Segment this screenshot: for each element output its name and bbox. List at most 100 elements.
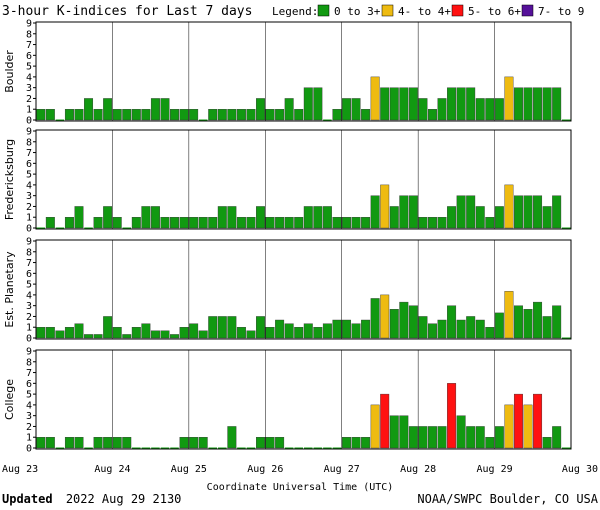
k-bar [447,206,457,229]
k-bar [160,98,170,121]
legend-label-3: 7- to 9 [538,5,584,18]
y-tick-label: 9 [26,347,32,358]
k-bar [131,217,141,229]
station-label: Est. Planetary [3,251,16,328]
k-bar [466,87,476,121]
k-bar [447,383,457,449]
k-bar [84,98,94,121]
k-bar [513,305,523,339]
k-bar [84,334,94,339]
k-bar [64,217,74,229]
k-bar [504,291,514,339]
y-tick-label: 0 [26,334,32,345]
k-bar [456,195,466,229]
k-bar [303,87,313,121]
k-bar [198,217,208,229]
k-bar [485,217,495,229]
y-tick-label: 0 [26,444,32,455]
k-bar [227,426,237,449]
k-bar [170,217,180,229]
k-bar [552,195,562,229]
k-bar [552,87,562,121]
y-tick-label: 6 [26,379,32,390]
k-bar [275,217,285,229]
k-bar [380,184,390,229]
x-tick-label: Aug 24 [94,464,130,475]
k-bar [189,323,199,339]
k-bar [303,206,313,229]
k-bar [351,323,361,339]
y-tick-label: 9 [26,237,32,248]
k-bar [342,437,351,449]
x-tick-label: Aug 26 [247,464,283,475]
k-bar [55,330,65,339]
k-bar [513,87,523,121]
k-bar [122,437,132,449]
k-bar [284,98,294,121]
y-tick-label: 8 [26,247,32,258]
k-bar [246,217,256,229]
k-bar [533,87,543,121]
y-tick-label: 3 [26,83,32,94]
k-bar [542,87,552,121]
k-bar [408,195,418,229]
legend-label-2: 5- to 6+ [468,5,521,18]
k-bar [399,415,409,449]
k-bar [418,217,428,229]
k-bar [533,195,543,229]
k-bar [322,206,332,229]
k-bar [131,327,141,339]
k-bar [179,437,189,449]
y-tick-label: 3 [26,411,32,422]
k-bar [246,330,256,339]
k-bar [361,319,371,339]
k-bar [64,437,74,449]
k-bar [303,323,313,339]
k-bar [494,98,504,121]
k-bar [475,98,485,121]
x-tick-label: Aug 23 [2,464,38,475]
k-bar [93,217,103,229]
k-bar [227,109,237,121]
y-tick-label: 1 [26,323,32,334]
k-bar [170,334,180,339]
k-bar [399,87,409,121]
k-bar [103,437,113,449]
source-credit: NOAA/SWPC Boulder, CO USA [417,492,598,506]
y-tick-label: 4 [26,290,32,301]
panel-frame [35,239,572,340]
k-bar [456,87,466,121]
k-bar [179,109,189,121]
k-bar [122,334,132,339]
k-bar [485,98,495,121]
legend: 0 to 3+ 4- to 4+ 5- to 6+ 7- to 9 [317,4,584,18]
y-tick-label: 0 [26,116,32,127]
k-bar [389,206,399,229]
k-bar [494,426,504,449]
y-tick-label: 8 [26,137,32,148]
k-bar [74,323,84,339]
k-bar [542,437,552,449]
k-bar [227,206,237,229]
chart-title: 3-hour K-indices for Last 7 days [2,4,252,19]
k-bar [418,98,428,121]
y-tick-label: 3 [26,301,32,312]
x-tick-label: Aug 25 [171,464,207,475]
k-bar [523,87,533,121]
k-bar [36,327,46,339]
k-bar [189,109,199,121]
station-panels: 0123456789Boulder0123456789Fredericksbur… [3,19,572,455]
k-bar [552,426,562,449]
k-bar [93,109,103,121]
k-bar [36,109,46,121]
k-bar [513,393,523,449]
k-bar [533,393,543,449]
k-bar [389,87,399,121]
k-bar [351,437,361,449]
y-tick-label: 8 [26,29,32,40]
k-bar [342,98,351,121]
k-bar [389,415,399,449]
k-bar [265,437,275,449]
k-bar [189,437,199,449]
